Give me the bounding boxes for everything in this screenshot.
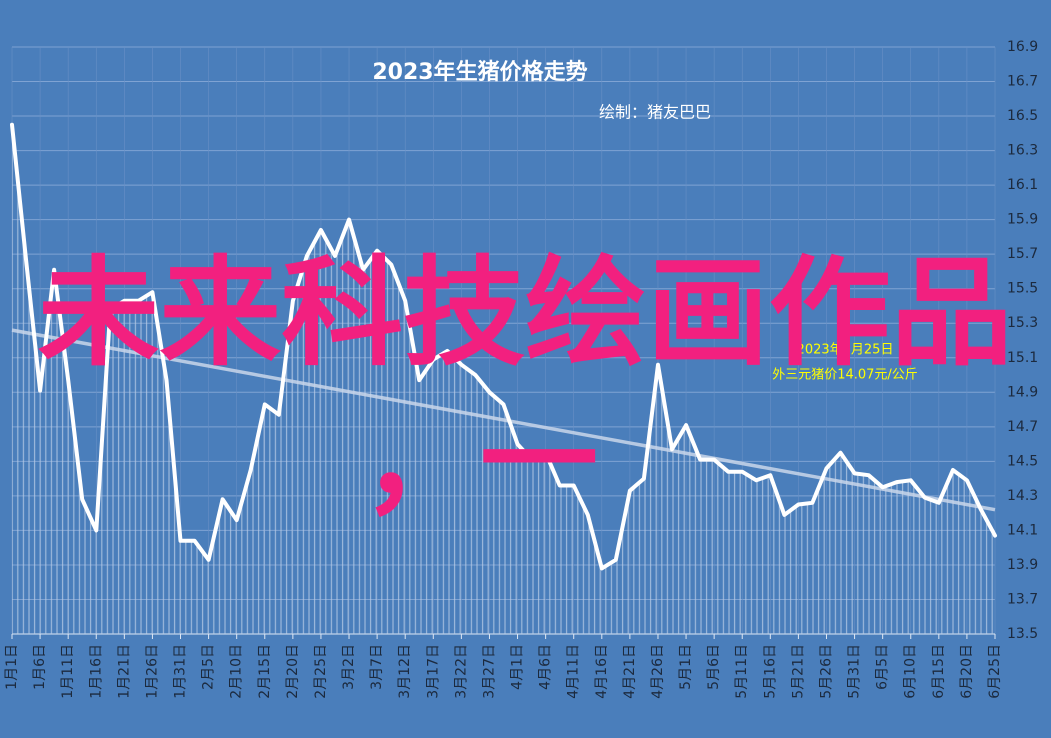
x-tick-label: 6月20日: [959, 644, 975, 699]
x-tick-label: 2月25日: [313, 644, 329, 699]
x-tick-label: 1月6日: [32, 644, 48, 690]
x-tick-label: 1月26日: [144, 644, 160, 699]
y-tick-label: 14.1: [1007, 522, 1038, 538]
y-tick-label: 13.9: [1007, 557, 1038, 573]
x-tick-label: 2月15日: [257, 644, 273, 699]
chart-title: 2023年生猪价格走势: [372, 59, 587, 85]
y-tick-label: 15.9: [1007, 212, 1038, 228]
y-tick-label: 14.7: [1007, 419, 1038, 435]
x-tick-label: 4月21日: [622, 644, 638, 699]
x-tick-label: 5月21日: [790, 644, 806, 699]
y-tick-label: 15.7: [1007, 246, 1038, 262]
x-tick-label: 1月31日: [173, 644, 189, 699]
overlay-text: ，一: [362, 392, 598, 530]
x-tick-label: 3月7日: [369, 644, 385, 690]
x-tick-label: 5月1日: [678, 644, 694, 690]
x-tick-label: 1月11日: [60, 644, 76, 699]
x-tick-label: 1月21日: [116, 644, 132, 699]
y-tick-label: 14.5: [1007, 453, 1038, 469]
trendline: [11, 328, 996, 512]
x-tick-label: 2月20日: [285, 644, 301, 699]
y-tick-label: 14.9: [1007, 384, 1038, 400]
y-tick-label: 16.1: [1007, 177, 1038, 193]
x-tick-label: 3月17日: [425, 644, 441, 699]
annotation: 2023年6月25日: [797, 343, 894, 358]
x-tick-label: 6月15日: [931, 644, 947, 699]
x-tick-label: 4月16日: [594, 644, 610, 699]
x-tick-label: 6月10日: [903, 644, 919, 699]
x-tick-label: 2月10日: [229, 644, 245, 699]
line: [10, 122, 997, 571]
x-tick-label: 3月2日: [341, 644, 357, 690]
y-tick-label: 15.1: [1007, 350, 1038, 366]
y-tick-label: 16.5: [1007, 108, 1038, 124]
x-tick-label: 1月1日: [4, 644, 20, 690]
annotation: 外三元猪价14.07元/公斤: [772, 368, 918, 383]
y-tick-label: 16.9: [1007, 39, 1038, 55]
x-tick-label: 5月26日: [818, 644, 834, 699]
area: [12, 124, 995, 634]
x-tick-label: 6月25日: [987, 644, 1003, 699]
x-tick-label: 4月26日: [650, 644, 666, 699]
x-tick-label: 5月6日: [706, 644, 722, 690]
x-tick-label: 4月1日: [510, 644, 526, 690]
x-tick-label: 5月31日: [847, 644, 863, 699]
y-tick-label: 15.3: [1007, 315, 1038, 331]
y-tick-label: 16.3: [1007, 143, 1038, 159]
y-tick-label: 13.5: [1007, 626, 1038, 642]
overlay-text: 未来科技绘画作品: [38, 244, 1013, 382]
x-tick-label: 3月27日: [481, 644, 497, 699]
x-tick-label: 4月11日: [566, 644, 582, 699]
x-tick-label: 2月5日: [201, 644, 217, 690]
x-tick-label: 6月5日: [875, 644, 891, 690]
x-tick-label: 5月16日: [762, 644, 778, 699]
y-tick-label: 13.7: [1007, 591, 1038, 607]
x-tick-label: 4月6日: [538, 644, 554, 690]
x-tick-label: 5月11日: [734, 644, 750, 699]
x-tick-label: 3月22日: [453, 644, 469, 699]
x-tick-label: 1月16日: [88, 644, 104, 699]
x-tick-label: 3月12日: [397, 644, 413, 699]
y-tick-label: 15.5: [1007, 281, 1038, 297]
y-tick-label: 16.7: [1007, 74, 1038, 90]
chart-subtitle: 绘制：猪友巴巴: [599, 103, 711, 122]
y-tick-label: 14.3: [1007, 488, 1038, 504]
